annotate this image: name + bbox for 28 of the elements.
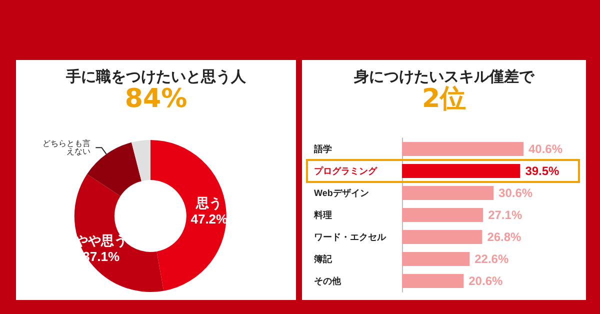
y-tick-label: プログラミング	[314, 166, 378, 176]
bar	[402, 274, 464, 288]
data-label: 22.6%	[474, 252, 509, 266]
bar	[402, 164, 520, 178]
bar	[402, 252, 470, 266]
chart-subtitle: 84%	[124, 84, 188, 114]
data-label: 30.6%	[498, 186, 533, 200]
y-tick-label: その他	[314, 276, 342, 286]
bar	[402, 186, 494, 200]
data-label: 47.2%	[190, 211, 228, 226]
bar	[402, 230, 482, 244]
y-tick-label: Webデザイン	[314, 188, 369, 198]
data-label: 26.8%	[487, 230, 522, 244]
data-label: 20.6%	[468, 274, 503, 288]
chart-title: 手に職をつけたいと思う人	[65, 68, 247, 86]
data-label: 40.6%	[528, 142, 563, 156]
chart-subtitle: 2位	[422, 84, 466, 114]
slice-label: どちらとも言えない	[42, 139, 91, 156]
y-tick-label: 料理	[313, 210, 332, 220]
data-label: 39.5%	[525, 164, 560, 178]
y-tick-label: 簿記	[313, 254, 333, 264]
y-tick-label: 語学	[313, 144, 332, 154]
bar	[402, 142, 524, 156]
slice-label: 思う	[195, 195, 222, 210]
bar	[402, 208, 484, 222]
chart-title: 身につけたいスキル僅差で	[353, 68, 535, 86]
data-label: 27.1%	[488, 208, 522, 222]
y-tick-label: ワード・エクセル	[314, 232, 387, 242]
